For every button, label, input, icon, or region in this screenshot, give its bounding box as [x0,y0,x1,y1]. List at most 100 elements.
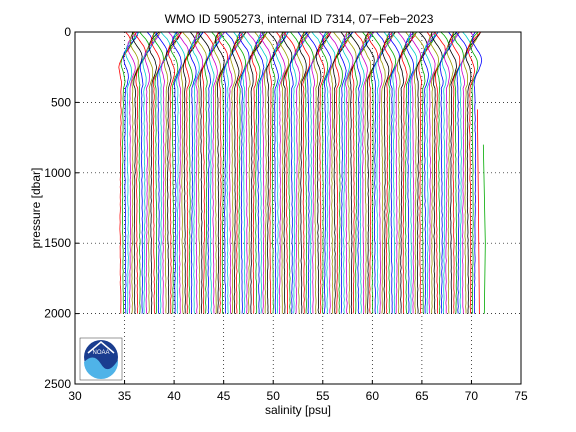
profile-line [450,31,461,314]
profile-line [208,31,224,314]
profile-line [270,31,286,314]
profile-line [281,31,293,314]
profile-line [448,31,458,314]
profile-line [320,31,330,314]
profile-line [118,31,132,314]
profile-line [356,31,371,314]
profile-line [337,31,353,314]
profile-line [461,31,475,314]
profile-line [476,109,480,314]
x-axis-ticks: 30 35 40 45 50 55 60 65 70 75 [68,380,528,403]
profile-line [180,31,193,314]
profile-line [327,31,339,314]
y-tick-label: 500 [51,95,71,109]
y-tick-label: 2000 [44,307,71,321]
profile-line [324,31,336,314]
profile-line [161,31,175,314]
profile-line [146,31,161,314]
profile-line [381,31,396,314]
profile-line [241,31,253,314]
profile-line [305,31,318,314]
profile-line [227,31,243,314]
profile-line [129,31,139,314]
y-axis-label: pressure [dbar] [29,168,43,249]
profile-line [343,31,354,314]
profile-line [215,31,225,314]
profile-line [332,31,346,314]
profile-line [238,31,250,314]
profile-line [394,31,407,314]
x-tick-label: 50 [267,389,281,403]
profile-line [434,31,446,314]
profile-line [201,31,214,314]
profile-line [152,31,164,314]
profile-line [155,31,168,314]
profile-line [191,31,202,314]
profile-line [298,31,309,314]
profile-line [223,31,236,314]
profile-line [272,31,289,314]
profile-line [165,31,182,314]
profile-line [139,31,153,314]
profile-line [150,31,161,314]
noaa-logo-text: NOAA [92,350,109,356]
profile-line [437,31,450,314]
chart-title: WMO ID 5905273, internal ID 7314, 07−Feb… [165,12,434,26]
profile-line [388,31,400,314]
profile-line [348,31,361,314]
profile-line [206,31,221,314]
profile-line [412,31,425,314]
profile-line [367,31,379,314]
profile-line [189,31,204,314]
profile-line [236,31,247,314]
x-tick-label: 40 [167,389,181,403]
profile-line [422,31,439,314]
profile-line [255,31,266,314]
profile-line [234,31,245,314]
y-axis-ticks: 0 500 1000 1500 2000 2500 [44,25,79,391]
profile-line [169,31,181,314]
x-tick-label: 35 [118,389,132,403]
profile-line [401,31,417,314]
profile-line [247,31,261,314]
profile-line [249,31,264,314]
profile-line [193,31,204,314]
profile-line [182,31,196,314]
profile-line [291,31,307,314]
profile-line [120,31,135,314]
profile-line [176,31,189,314]
profile-line [467,31,481,314]
profile-line [339,31,354,314]
profile-line [148,31,160,314]
profile-line [172,31,182,314]
plot-frame [74,31,522,385]
profile-line [384,31,394,314]
profile-line [446,31,460,314]
x-tick-label: 45 [217,389,231,403]
y-tick-label: 2500 [44,377,71,391]
profile-line [341,31,351,314]
profile-line [403,31,418,314]
profile-line [137,31,150,314]
profile-line [289,31,304,314]
y-tick-label: 0 [64,25,71,39]
profile-line [386,31,397,314]
profile-line [284,31,296,314]
profile-line [127,31,138,314]
profile-line [294,31,310,314]
profile-line [279,31,290,314]
profile-line [144,31,160,314]
profile-line [198,31,211,314]
profile-line [360,31,375,314]
profile-line [266,31,278,314]
profile-line [300,31,311,314]
profile-line [311,31,325,314]
profile-line [472,31,483,314]
profile-line [375,31,389,314]
profile-line [373,31,386,314]
profile-line [174,31,186,314]
profile-line [244,31,257,314]
profile-line [321,31,332,314]
y-tick-label: 1000 [44,166,71,180]
profile-line [187,31,203,314]
